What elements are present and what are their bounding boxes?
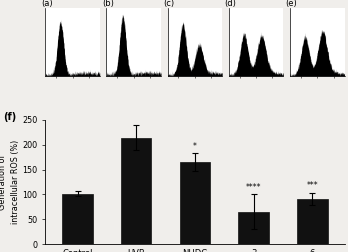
Text: ***: ***: [307, 181, 318, 191]
Text: (e): (e): [286, 0, 297, 8]
Text: *: *: [193, 142, 197, 150]
Text: ****: ****: [246, 183, 261, 192]
Text: (c): (c): [163, 0, 174, 8]
Bar: [180, 162, 210, 244]
Text: (f): (f): [3, 112, 17, 122]
Bar: [297, 199, 327, 244]
Bar: [238, 212, 269, 244]
Text: (d): (d): [224, 0, 236, 8]
Bar: [121, 138, 151, 244]
Y-axis label: Generation of
intracellular ROS (%): Generation of intracellular ROS (%): [0, 140, 19, 224]
Bar: [62, 194, 93, 244]
Text: (b): (b): [102, 0, 114, 8]
Text: (a): (a): [41, 0, 53, 8]
